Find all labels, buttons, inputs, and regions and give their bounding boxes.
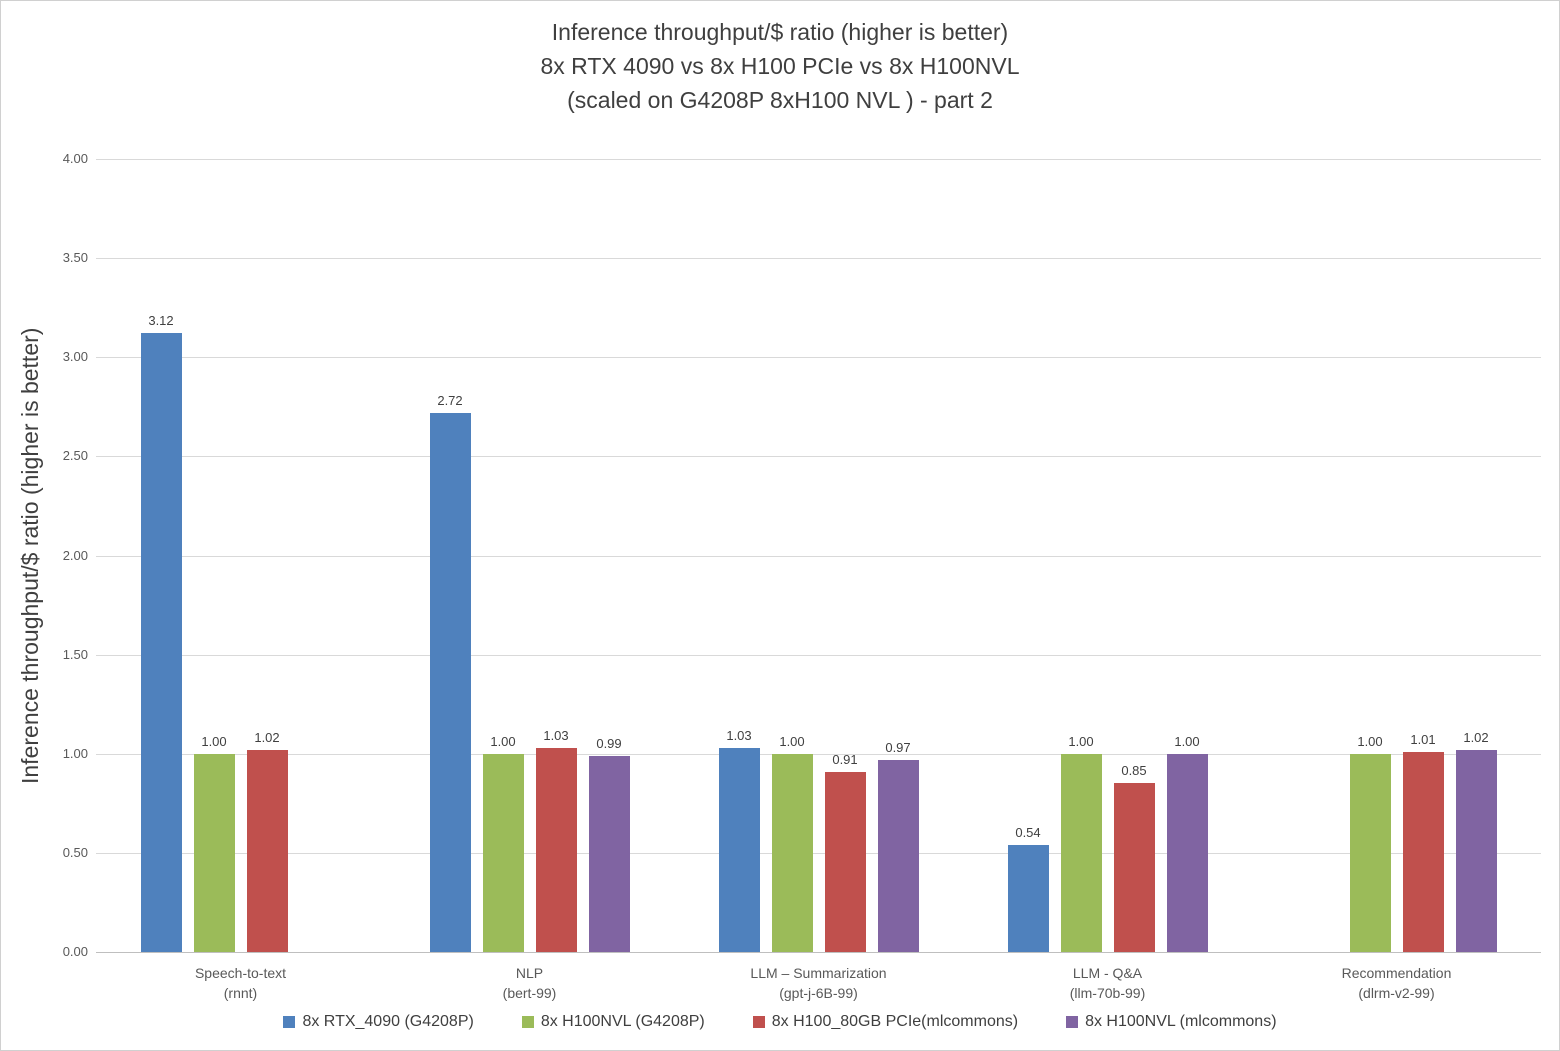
bar [824, 771, 866, 952]
x-category-label-line2: (gpt-j-6B-99) [779, 985, 858, 1001]
bar-value-label: 1.00 [490, 733, 516, 749]
gridline [96, 654, 1541, 656]
bar [246, 749, 288, 952]
gridline [96, 357, 1541, 359]
bar-value-label: 1.03 [726, 727, 752, 743]
gridline [96, 456, 1541, 458]
y-tick-label: 0.00 [62, 944, 88, 959]
bar-value-label: 0.91 [832, 751, 858, 767]
bar-value-label: 1.00 [779, 733, 805, 749]
x-category-label-line1: LLM - Q&A [1072, 965, 1143, 981]
legend-swatch [283, 1016, 296, 1028]
chart-title-line-2: 8x RTX 4090 vs 8x H100 PCIe vs 8x H100NV… [540, 53, 1020, 79]
x-axis-line [96, 952, 1541, 953]
x-category-label-line2: (dlrm-v2-99) [1358, 985, 1435, 1001]
bar [1007, 844, 1049, 952]
x-category-label-line1: Recommendation [1341, 965, 1452, 981]
y-tick-label: 3.00 [62, 349, 88, 365]
bar [877, 759, 919, 952]
bar [140, 333, 182, 952]
x-category-label: NLP (bert-99) [385, 963, 674, 1003]
bar-value-label: 1.00 [1357, 733, 1383, 749]
y-tick-label: 4.00 [62, 151, 88, 166]
bar [718, 747, 760, 952]
y-tick-label: 2.50 [62, 448, 88, 464]
gridline [96, 753, 1541, 755]
bar [429, 412, 471, 952]
legend-label: 8x H100NVL (G4208P) [540, 1013, 705, 1030]
legend-item: 8x H100NVL (G4208P) [521, 1013, 705, 1031]
x-category-label: LLM - Q&A (llm-70b-99) [963, 963, 1252, 1003]
x-category-label-line2: (bert-99) [502, 985, 557, 1001]
x-category-label-line2: (rnnt) [223, 985, 258, 1001]
legend-swatch [752, 1016, 765, 1028]
x-category-label-line1: Speech-to-text [194, 965, 287, 981]
bar-value-label: 1.00 [1068, 733, 1094, 749]
chart-title: Inference throughput/$ ratio (higher is … [1, 15, 1559, 117]
x-category-label-line2: (llm-70b-99) [1069, 985, 1146, 1001]
y-tick-label: 3.50 [62, 250, 88, 266]
x-category-label: LLM – Summarization (gpt-j-6B-99) [674, 963, 963, 1003]
legend-swatch [521, 1016, 534, 1028]
legend-swatch [1066, 1016, 1079, 1028]
legend-label: 8x RTX_4090 (G4208P) [302, 1013, 474, 1030]
legend-item: 8x H100_80GB PCIe(mlcommons) [752, 1013, 1019, 1031]
bar-value-label: 0.99 [596, 735, 622, 751]
legend-label: 8x H100NVL (mlcommons) [1085, 1013, 1277, 1030]
gridline [96, 159, 1541, 160]
chart-title-line-1: Inference throughput/$ ratio (higher is … [551, 19, 1009, 45]
bar [1060, 753, 1102, 952]
bar-value-label: 1.01 [1410, 731, 1436, 747]
bar-value-label: 0.54 [1015, 824, 1041, 840]
bar-value-label: 1.03 [543, 727, 569, 743]
x-category-label-line1: LLM – Summarization [750, 965, 887, 981]
plot-area: 3.12 2.72 1.03 0.54 1.00 1.00 1.00 1.00 1.00 1.02… [96, 159, 1541, 953]
bar [1166, 753, 1208, 952]
x-category-label: Speech-to-text (rnnt) [96, 963, 385, 1003]
y-tick-label: 0.50 [62, 844, 88, 860]
gridline [96, 258, 1541, 260]
bar [771, 753, 813, 952]
x-category-label-line1: NLP [515, 965, 544, 981]
y-tick-label: 1.00 [62, 745, 88, 761]
bar-value-label: 1.00 [1174, 733, 1200, 749]
bar-value-label: 0.85 [1121, 763, 1147, 779]
x-category-label: Recommendation (dlrm-v2-99) [1252, 963, 1541, 1003]
gridline [96, 555, 1541, 557]
gridline [96, 852, 1541, 854]
bar [193, 753, 235, 952]
bar [1349, 753, 1391, 952]
bar-value-label: 1.00 [201, 733, 227, 749]
bar [1113, 783, 1155, 952]
bar-value-label: 1.02 [254, 729, 280, 745]
y-tick-label: 1.50 [62, 646, 88, 662]
bar-value-label: 2.72 [437, 392, 463, 408]
bar [1402, 751, 1444, 952]
y-tick-label: 2.00 [62, 547, 88, 563]
bar-value-label: 3.12 [148, 313, 174, 329]
bar-value-label: 1.02 [1463, 729, 1489, 745]
bar [1455, 749, 1497, 952]
legend-item: 8x RTX_4090 (G4208P) [283, 1013, 474, 1031]
bar [588, 755, 630, 952]
bar [535, 747, 577, 952]
bar-value-label: 0.97 [885, 739, 911, 755]
chart-title-line-3: (scaled on G4208P 8xH100 NVL ) - part 2 [567, 87, 993, 113]
legend: 8x RTX_4090 (G4208P) 8x H100NVL (G4208P) 8… [1, 1013, 1559, 1031]
legend-item: 8x H100NVL (mlcommons) [1066, 1013, 1277, 1031]
legend-label: 8x H100_80GB PCIe(mlcommons) [771, 1013, 1019, 1030]
bar [482, 753, 524, 952]
